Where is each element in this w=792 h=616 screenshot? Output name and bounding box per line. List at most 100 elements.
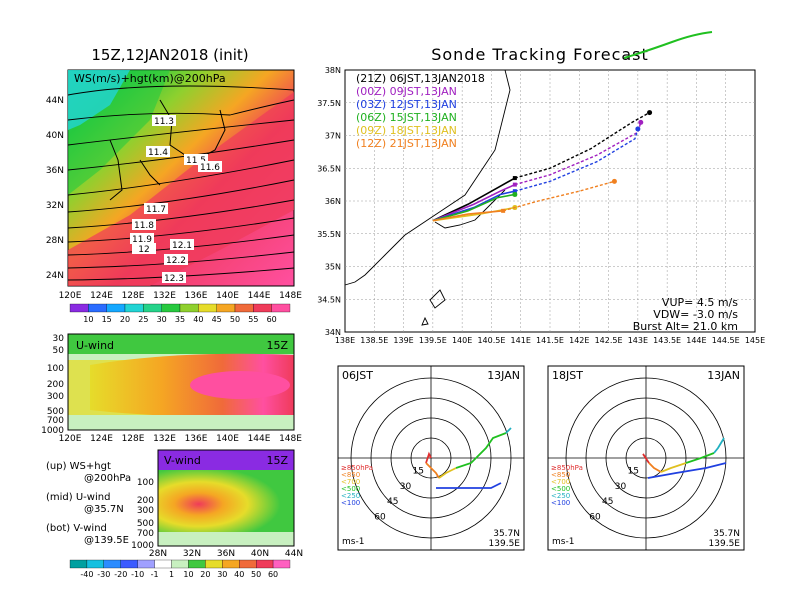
track-param: Burst Alt= 21.0 km: [633, 320, 738, 333]
polar-pos1: 35.7N: [713, 529, 740, 539]
legend-note-line2: @35.7N: [84, 504, 124, 515]
left-title: 15Z,12JAN2018 (init): [91, 46, 248, 64]
v-pressure-label: 200: [137, 496, 154, 506]
track-legend-entry: (09Z) 18JST,13JAN: [356, 124, 457, 137]
contour-label: 11.3: [152, 115, 176, 127]
track-landing-point: [638, 119, 644, 125]
track-series: [432, 110, 653, 222]
v-lat-label: 36N: [217, 549, 235, 559]
uv-colorbar-label: 1: [169, 570, 174, 579]
map-lon-labels: 120E 124E 128E 132E 136E 140E 144E 148E: [59, 291, 303, 301]
polar-pos2: 139.5E: [489, 539, 521, 549]
u-lon-label: 132E: [153, 434, 176, 444]
polar-level-label: ≥850hPa: [551, 464, 583, 472]
uv-colorbar-label: -30: [97, 570, 110, 579]
contour-label-text: 12.1: [172, 241, 192, 251]
hodograph-segment: [455, 432, 507, 469]
ws-core: [68, 70, 130, 130]
hodograph-segment: [685, 452, 715, 464]
ws-colorbar: 10 15 20 25 30 35 40 45 50 55 60: [69, 303, 291, 324]
track-coastline: [344, 69, 511, 326]
contour-label: 11.5: [184, 154, 208, 166]
track-lon-label: 140E: [452, 336, 472, 345]
track-landing-point: [647, 110, 653, 116]
hodograph-segment: [648, 462, 662, 473]
track-lat-label: 35N: [325, 263, 341, 272]
uv-colorbar-swatch: [103, 559, 121, 569]
polar-level-label: <850: [551, 471, 570, 479]
u-wind-label: U-wind: [76, 339, 114, 352]
uv-colorbar-label: -40: [80, 570, 93, 579]
uv-colorbar-swatch: [239, 559, 257, 569]
map-lat-label: 44N: [46, 96, 64, 106]
v-wind-label: V-wind: [164, 454, 201, 467]
track-descent: [514, 128, 639, 192]
uv-colorbar-label: 30: [217, 570, 227, 579]
uv-colorbar-label: -10: [131, 570, 144, 579]
contour-label: 11.6: [198, 161, 222, 173]
contour-label: 11.9: [130, 233, 154, 245]
v-lat-label: 32N: [183, 549, 201, 559]
ws-high-band: [68, 92, 294, 286]
map-lat-label: 36N: [46, 166, 64, 176]
ws-colorbar-label: 45: [212, 315, 222, 324]
map-lon-label: 120E: [59, 291, 82, 301]
track-lon-label: 142E: [569, 336, 589, 345]
ws-colorbar-swatch: [161, 303, 181, 313]
track-param: VDW= -3.0 m/s: [653, 308, 738, 321]
ws-colorbar-label: 60: [267, 315, 277, 324]
ws-colorbar-swatch: [271, 303, 291, 313]
v-wind-time: 15Z: [266, 454, 288, 467]
contour-label: 12.1: [170, 239, 194, 251]
track-panel: (21Z) 06JST,13JAN2018(00Z) 09JST,13JAN(0…: [317, 66, 765, 345]
uv-colorbar-label: -20: [114, 570, 127, 579]
track-ascent: [432, 193, 516, 222]
contour-label-text: 11.9: [132, 235, 152, 245]
v-lat-label: 40N: [251, 549, 269, 559]
polar-ring: [585, 397, 707, 519]
uv-colorbar-swatch: [86, 559, 104, 569]
track-lon-label: 141E: [511, 336, 531, 345]
contour-label-text: 12.3: [164, 274, 184, 284]
uv-colorbar-swatch: [256, 559, 274, 569]
track-lat-label: 37.5N: [317, 99, 341, 108]
uv-colorbar-label: 40: [234, 570, 244, 579]
uv-colorbar-swatch: [188, 559, 206, 569]
track-lon-label: 144.5E: [712, 336, 740, 345]
polar-ring-label: 15: [413, 466, 424, 476]
uv-colorbar-swatch: [272, 559, 291, 569]
track-lat-label: 34.5N: [317, 295, 341, 304]
v-pressure-label: 500: [137, 519, 154, 529]
track-lat-label: 35.5N: [317, 230, 341, 239]
ws-map-panel: 11.3 11.4 11.511.6 11.7 11.8 11.912 12.1 12.2 12…: [46, 69, 303, 301]
track-burst-point: [512, 192, 517, 197]
track-param: VUP= 4.5 m/s: [662, 296, 738, 309]
track-lon-label: 139.5E: [419, 336, 447, 345]
polar-unit: ms-1: [552, 537, 574, 547]
track-lat-label: 37N: [325, 132, 341, 141]
u-lon-label: 120E: [59, 434, 82, 444]
u-pressure-label: 700: [47, 416, 64, 426]
polar-ring-label: 60: [589, 513, 601, 523]
track-burst-point: [501, 208, 506, 213]
u-lon-label: 144E: [248, 434, 271, 444]
track-legend-entry: (21Z) 06JST,13JAN2018: [356, 72, 485, 85]
map-lat-label: 28N: [46, 236, 64, 246]
polar-level-label: <250: [341, 492, 360, 500]
legend-notes: (up) WS+hgt@200hPa (mid) U-wind@35.7N (bot…: [46, 461, 131, 546]
polar-level-label: <850: [341, 471, 360, 479]
legend-note-line1: (mid) U-wind: [46, 492, 110, 503]
ws-colorbar-swatch: [253, 303, 272, 313]
polar-unit: ms-1: [342, 537, 364, 547]
ws-colorbar-swatch: [124, 303, 144, 313]
hodograph-segment: [642, 453, 650, 464]
track-lat-label: 34N: [325, 328, 341, 337]
track-lon-label: 143.5E: [653, 336, 681, 345]
title-sonde-trail: [623, 31, 713, 59]
track-lon-label: 139E: [393, 336, 413, 345]
map-lon-label: 124E: [90, 291, 113, 301]
track-lat-labels: 38N 37.5N 37N 36.5N 36N 35.5N 35N 34.5N 34N: [317, 66, 341, 337]
